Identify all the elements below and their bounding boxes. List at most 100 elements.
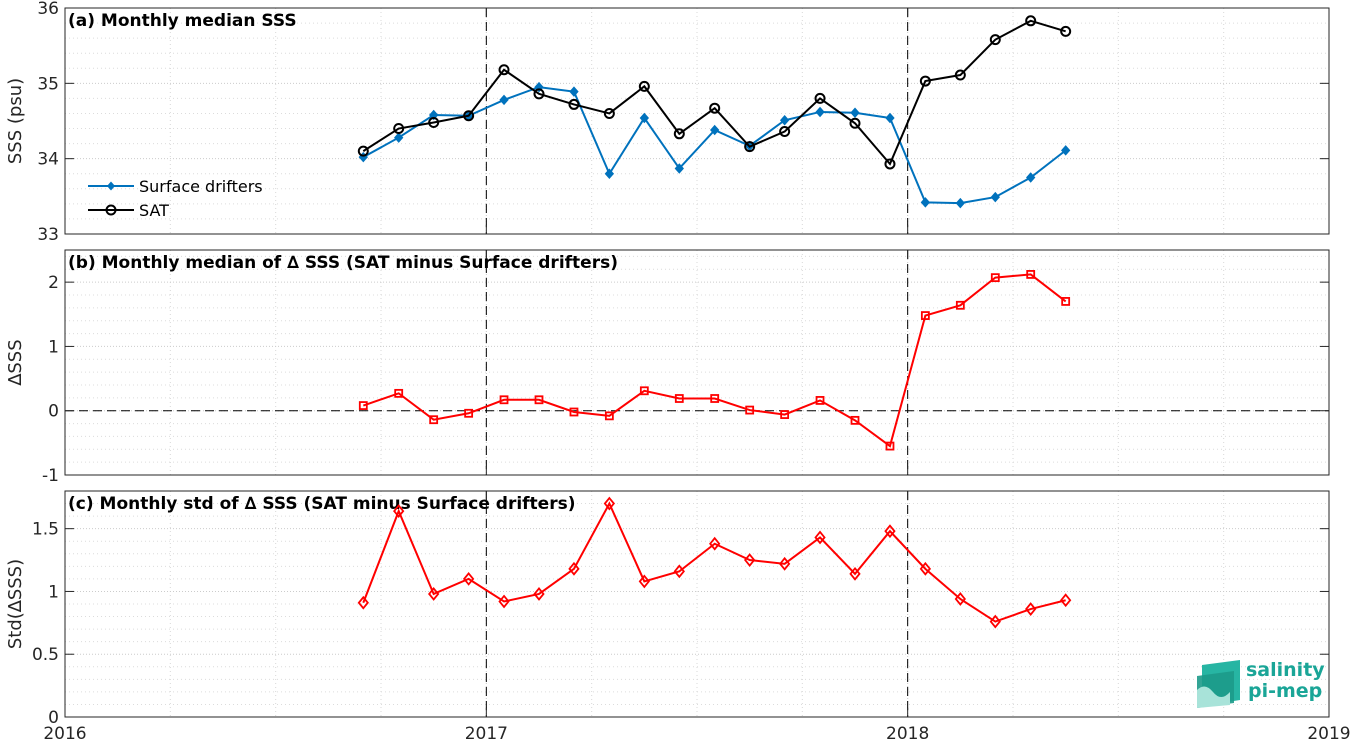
data-point (709, 536, 721, 551)
series-line (362, 501, 1066, 623)
salinity-pimep-logo: salinity pi-mep (1197, 659, 1325, 708)
logo-line2: pi-mep (1248, 680, 1322, 702)
data-point (534, 395, 544, 405)
data-point (499, 94, 509, 106)
data-point (498, 594, 510, 609)
legend: Surface drifters SAT (88, 177, 263, 220)
logo-line1: salinity (1246, 659, 1325, 681)
data-point (850, 107, 860, 118)
data-point (989, 34, 1001, 46)
y-axis-label: Std(∆SSS) (5, 559, 26, 649)
data-point (884, 158, 896, 170)
panel-b: -1 0 1 2 ∆SSS (b) Monthly median of ∆ SSS (SA… (5, 249, 1330, 486)
panel-title: (c) Monthly std of ∆ SSS (SAT minus Surf… (68, 494, 575, 514)
data-point (498, 64, 510, 76)
data-point (604, 168, 615, 179)
data-point (990, 191, 1000, 203)
data-point (884, 524, 896, 539)
data-point (1060, 593, 1072, 608)
data-point (603, 496, 616, 511)
y-tick-label: 2 (48, 273, 59, 293)
data-point (568, 561, 580, 576)
data-point (673, 128, 685, 140)
data-point (920, 311, 930, 320)
data-point (709, 102, 721, 114)
data-point (885, 112, 895, 124)
legend-label: Surface drifters (139, 177, 263, 196)
data-point (814, 530, 826, 545)
data-point (744, 141, 756, 153)
y-tick-label: 36 (37, 0, 59, 19)
x-tick-label: 2018 (886, 724, 929, 744)
data-point (673, 564, 685, 579)
data-point (849, 566, 861, 581)
data-point (1060, 25, 1072, 37)
data-point (569, 86, 579, 97)
y-axis-label: SSS (psu) (5, 78, 26, 164)
series-line (362, 273, 1067, 448)
x-tick-label: 2017 (465, 724, 508, 744)
data-point (429, 415, 439, 425)
axes-box (64, 249, 1330, 476)
data-point (1061, 297, 1071, 306)
data-point (674, 163, 684, 174)
data-point (1026, 270, 1036, 279)
y-tick-label: 0.5 (32, 645, 59, 665)
panel-title: (b) Monthly median of ∆ SSS (SAT minus S… (68, 253, 618, 273)
y-tick-label: 0 (48, 402, 59, 422)
data-point (604, 411, 614, 421)
data-point (428, 109, 439, 121)
data-point (955, 300, 965, 310)
x-tick-label: 2016 (43, 724, 86, 744)
data-point (815, 396, 825, 405)
axes-box (64, 7, 1330, 235)
data-point (885, 441, 895, 451)
data-point (462, 571, 475, 586)
data-point (815, 106, 825, 118)
data-point (955, 197, 966, 209)
data-point (710, 394, 720, 403)
data-point (919, 75, 931, 87)
data-point (1025, 15, 1037, 27)
data-point (358, 401, 368, 410)
data-point (357, 595, 369, 610)
data-point (989, 614, 1001, 629)
legend-marker (107, 181, 115, 191)
y-tick-label: -1 (42, 466, 59, 486)
data-point (849, 117, 861, 129)
data-point (919, 561, 932, 576)
data-point (603, 107, 615, 119)
y-tick-label: 1 (48, 582, 59, 602)
data-point (569, 407, 579, 417)
panel-title: (a) Monthly median SSS (68, 11, 297, 31)
data-point (674, 394, 684, 403)
data-point (394, 388, 404, 398)
data-point (464, 408, 474, 418)
x-tick-label: 2019 (1307, 724, 1350, 744)
data-point (428, 117, 440, 129)
data-point (394, 132, 404, 143)
data-point (779, 114, 790, 126)
data-point (533, 587, 545, 601)
data-point (428, 587, 440, 601)
series-sat (357, 15, 1072, 170)
y-tick-label: 35 (37, 74, 59, 94)
logo-waves-icon (1197, 660, 1240, 708)
data-point (463, 110, 475, 122)
data-point (568, 98, 580, 110)
data-point (814, 92, 826, 104)
data-point (954, 69, 966, 81)
data-point (357, 145, 369, 157)
y-tick-label: 34 (37, 150, 59, 170)
data-point (920, 197, 931, 208)
series-line (362, 19, 1066, 166)
data-point (954, 592, 966, 606)
data-point (779, 126, 791, 138)
data-point (638, 80, 650, 92)
legend-marker (105, 204, 117, 216)
legend-label: SAT (139, 201, 169, 220)
axes-box (64, 490, 1330, 718)
y-tick-label: 1.5 (32, 520, 59, 540)
y-tick-label: 0 (48, 708, 59, 728)
